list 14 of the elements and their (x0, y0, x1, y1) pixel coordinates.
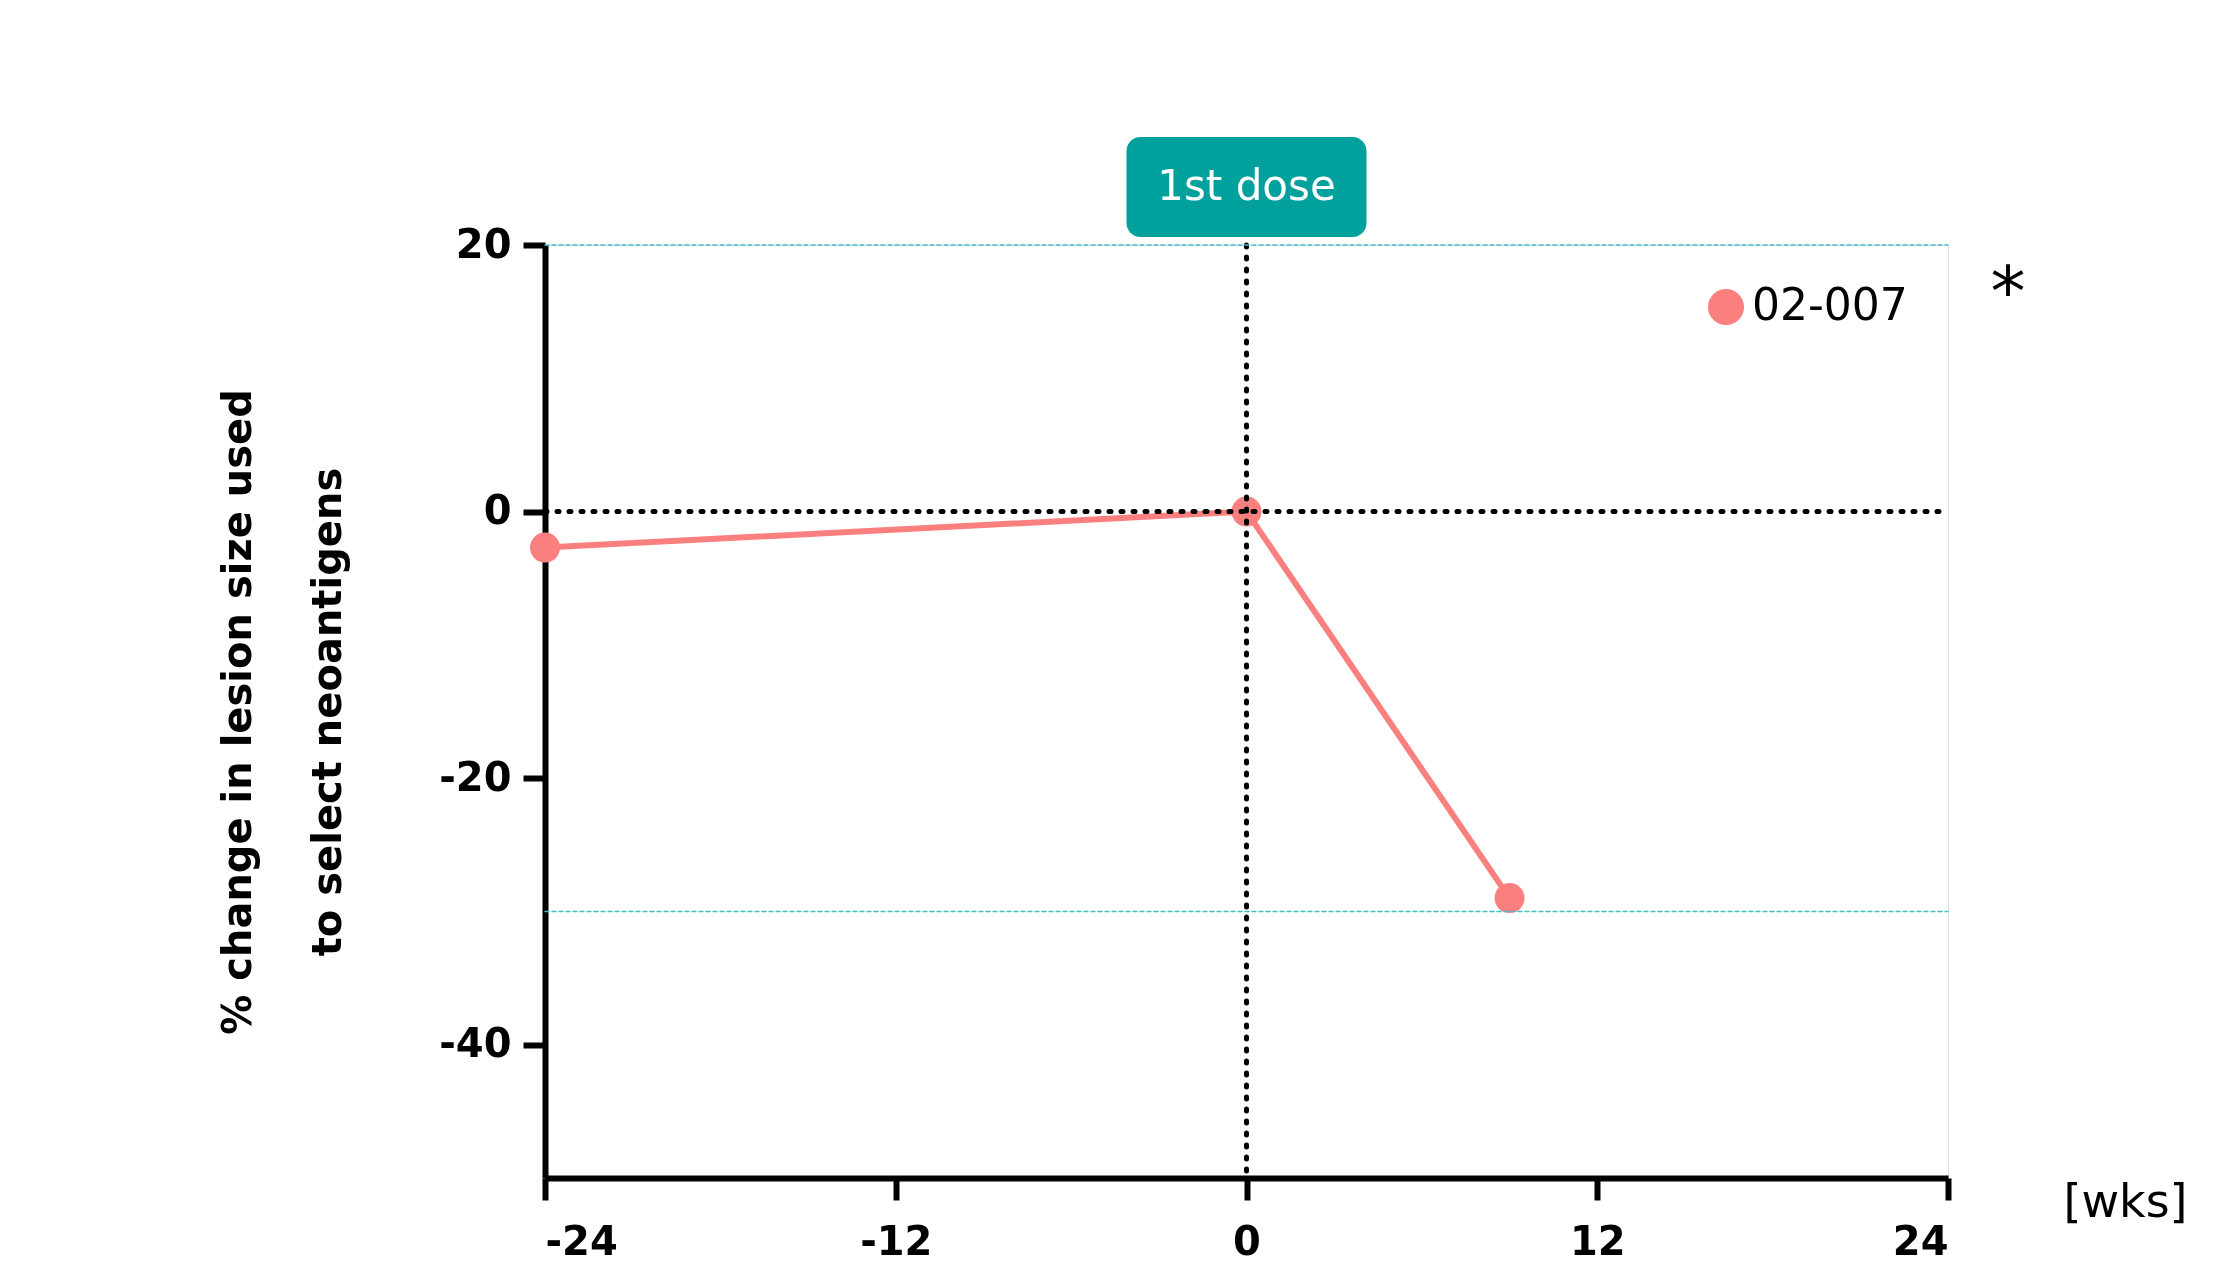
y-tick-label: 20 (455, 220, 512, 267)
y-tick-label: -20 (439, 753, 512, 800)
x-tick-label: 0 (1233, 1217, 1261, 1264)
legend-label: 02-007 (1752, 279, 1908, 330)
text: * (1990, 251, 2026, 333)
x-tick-label: 12 (1569, 1217, 1626, 1264)
y-tick-label: -40 (439, 1020, 512, 1067)
x-axis-title: [wks] (2063, 1173, 2188, 1228)
y-axis-title: % change in lesion size used to select neoantigens (214, 389, 351, 1035)
x-tick-label: -12 (860, 1217, 933, 1264)
x-tick-label: -24 (545, 1217, 618, 1264)
ref-line-label: 1st dose (1157, 161, 1336, 210)
y-tick-label: 0 (483, 487, 512, 534)
x-tick-label: 24 (1892, 1217, 1949, 1264)
